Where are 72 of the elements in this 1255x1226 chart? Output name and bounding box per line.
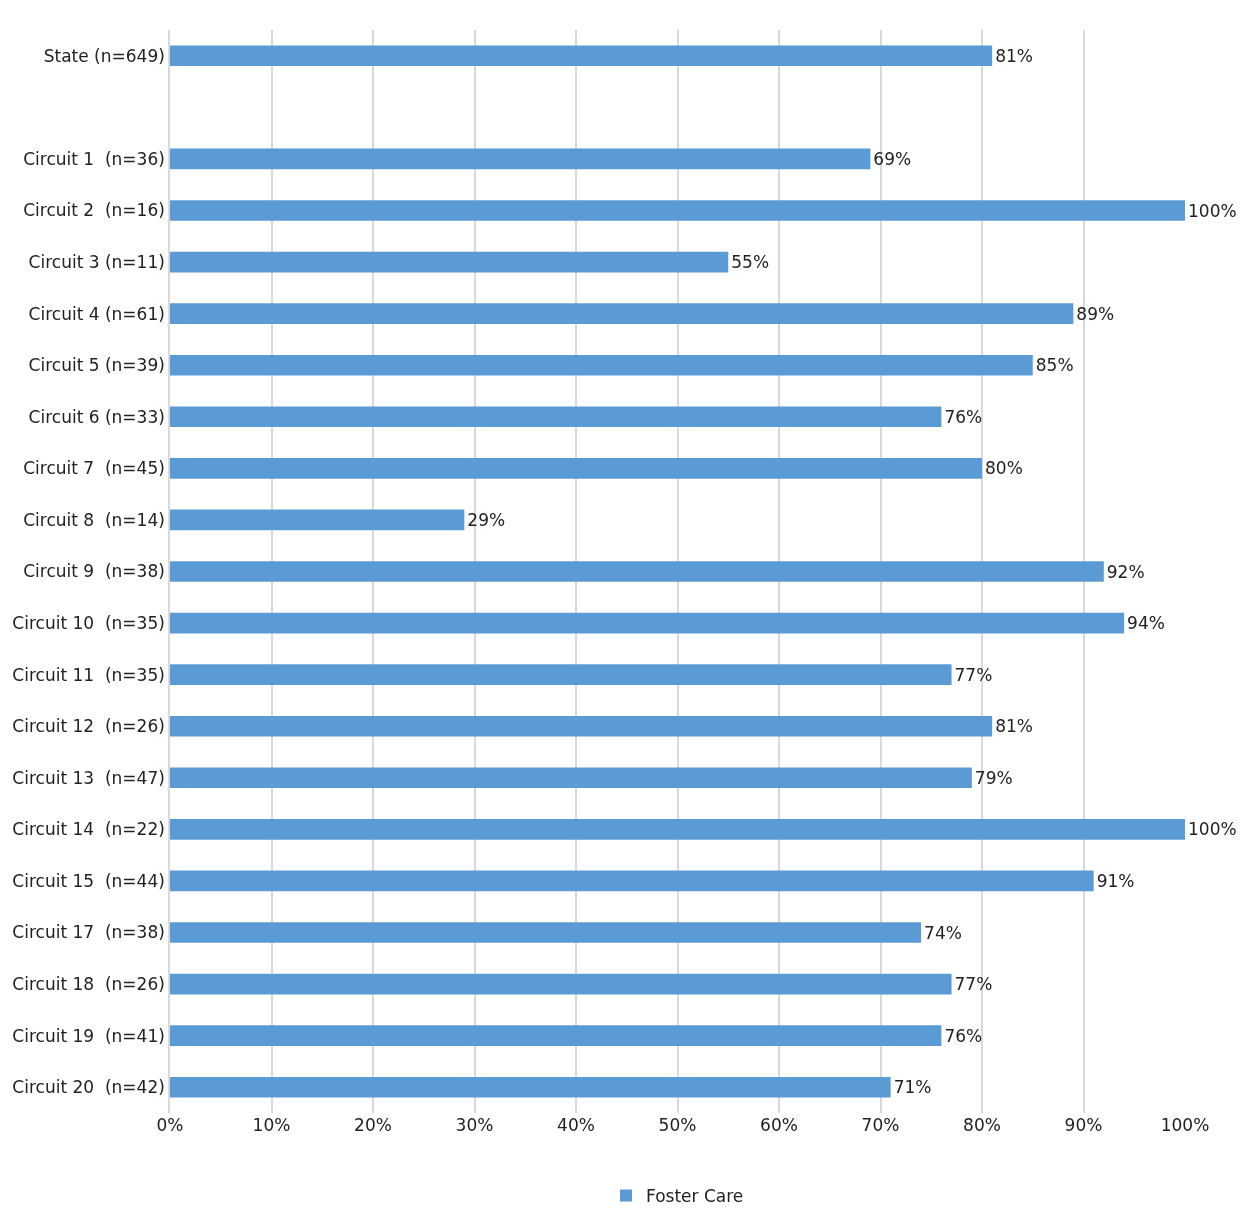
x-tick-label: 60% bbox=[760, 1115, 798, 1135]
y-tick-label: Circuit 18 (n=26) bbox=[12, 974, 165, 995]
data-label: 81% bbox=[995, 716, 1033, 737]
y-tick-label: Circuit 11 (n=35) bbox=[12, 664, 165, 685]
y-tick-label: Circuit 8 (n=14) bbox=[23, 509, 165, 530]
data-label: 76% bbox=[944, 406, 983, 427]
y-tick-label: Circuit 17 (n=38) bbox=[12, 922, 165, 943]
y-tick-label: Circuit 4 (n=61) bbox=[28, 303, 165, 324]
data-label: 100% bbox=[1188, 819, 1237, 840]
y-tick-label: Circuit 9 (n=38) bbox=[23, 561, 165, 582]
x-tick-label: 50% bbox=[658, 1115, 697, 1135]
data-label: 81% bbox=[995, 45, 1033, 66]
x-tick-label: 70% bbox=[861, 1115, 900, 1135]
bar bbox=[170, 509, 465, 531]
y-tick-label: Circuit 3 (n=11) bbox=[28, 252, 165, 273]
bar bbox=[170, 612, 1125, 634]
bar bbox=[170, 561, 1104, 582]
data-label: 80% bbox=[985, 458, 1023, 479]
data-label: 69% bbox=[873, 148, 912, 169]
data-label: 85% bbox=[1035, 355, 1074, 376]
bar bbox=[170, 406, 942, 428]
bar bbox=[170, 819, 1185, 840]
y-tick-label: Circuit 2 (n=16) bbox=[23, 200, 165, 221]
bar bbox=[170, 148, 871, 170]
x-tick-label: 0% bbox=[156, 1115, 184, 1135]
bar bbox=[170, 973, 952, 995]
x-tick-label: 90% bbox=[1064, 1115, 1103, 1135]
y-tick-label: Circuit 20 (n=42) bbox=[12, 1077, 165, 1098]
bar bbox=[170, 715, 993, 737]
y-tick-label: Circuit 1 (n=36) bbox=[23, 148, 165, 169]
bar bbox=[170, 767, 972, 789]
bar bbox=[170, 200, 1185, 221]
bar bbox=[170, 45, 993, 67]
y-tick-label: Circuit 14 (n=22) bbox=[12, 819, 165, 840]
data-label: 94% bbox=[1127, 613, 1165, 634]
data-label: 74% bbox=[924, 922, 962, 943]
data-label: 91% bbox=[1096, 870, 1135, 891]
legend-label: Foster Care bbox=[646, 1186, 744, 1207]
x-tick-label: 30% bbox=[455, 1115, 494, 1135]
bar bbox=[170, 870, 1094, 892]
x-tick-label: 10% bbox=[252, 1115, 291, 1135]
y-tick-label: Circuit 10 (n=35) bbox=[12, 613, 165, 634]
bar bbox=[170, 251, 729, 273]
y-tick-label: Circuit 15 (n=44) bbox=[12, 870, 165, 891]
data-label: 79% bbox=[974, 767, 1013, 788]
bar bbox=[170, 303, 1074, 324]
bar bbox=[170, 354, 1033, 376]
bar bbox=[170, 1076, 891, 1098]
data-label: 92% bbox=[1106, 561, 1145, 582]
data-label: 100% bbox=[1188, 200, 1237, 221]
bar bbox=[170, 1025, 942, 1046]
data-label: 76% bbox=[944, 1025, 983, 1046]
y-tick-label: Circuit 7 (n=45) bbox=[23, 458, 165, 479]
y-tick-label: Circuit 13 (n=47) bbox=[12, 767, 165, 788]
data-label: 77% bbox=[954, 974, 993, 995]
data-label: 89% bbox=[1076, 303, 1115, 324]
data-label: 55% bbox=[731, 252, 770, 273]
bar bbox=[170, 922, 922, 943]
data-label: 71% bbox=[893, 1077, 932, 1098]
x-tick-label: 80% bbox=[963, 1115, 1001, 1135]
bar bbox=[170, 458, 982, 479]
y-tick-label: Circuit 6 (n=33) bbox=[28, 406, 165, 427]
y-tick-label: State (n=649) bbox=[43, 45, 165, 66]
y-tick-label: Circuit 19 (n=41) bbox=[12, 1025, 165, 1046]
x-tick-label: 40% bbox=[557, 1115, 595, 1135]
data-label: 77% bbox=[954, 664, 993, 685]
data-label: 29% bbox=[467, 509, 506, 530]
y-tick-label: Circuit 5 (n=39) bbox=[28, 355, 165, 376]
bar bbox=[170, 664, 952, 685]
y-tick-label: Circuit 12 (n=26) bbox=[12, 716, 165, 737]
x-tick-label: 100% bbox=[1160, 1115, 1210, 1135]
x-tick-label: 20% bbox=[354, 1115, 392, 1135]
